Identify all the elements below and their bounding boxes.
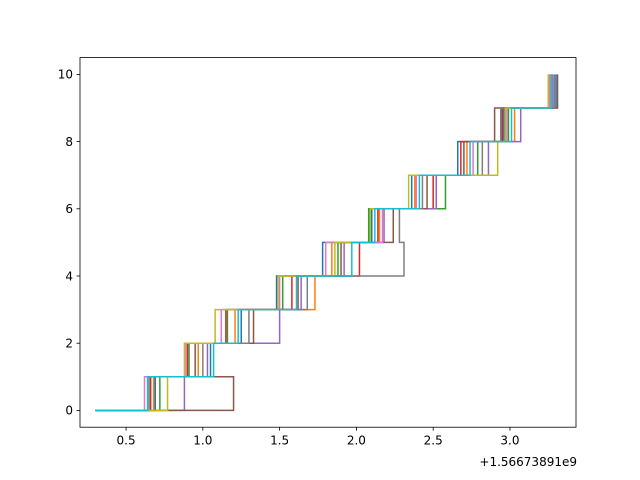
x-offset-label: +1.56673891e9 bbox=[479, 455, 577, 469]
y-tick-label: 2 bbox=[65, 337, 73, 351]
x-axis: 0.5 1.0 1.5 2.0 2.5 3.0 bbox=[117, 427, 520, 448]
plot-frame bbox=[79, 57, 577, 428]
series-line-10 bbox=[95, 74, 553, 412]
x-tick-label: 1.5 bbox=[270, 434, 289, 448]
x-tick-label: 1.0 bbox=[193, 434, 212, 448]
x-tick-label: 2.0 bbox=[347, 434, 366, 448]
y-tick-label: 10 bbox=[58, 68, 73, 82]
y-tick-label: 4 bbox=[65, 269, 73, 283]
y-axis: 0 2 4 6 8 10 bbox=[58, 68, 80, 418]
series-layer bbox=[95, 74, 559, 412]
x-tick-label: 0.5 bbox=[117, 434, 136, 448]
y-tick-label: 8 bbox=[65, 135, 73, 149]
x-tick-label: 2.5 bbox=[424, 434, 443, 448]
x-tick-label: 3.0 bbox=[500, 434, 519, 448]
y-tick-label: 6 bbox=[65, 202, 73, 216]
y-tick-label: 0 bbox=[65, 404, 73, 418]
